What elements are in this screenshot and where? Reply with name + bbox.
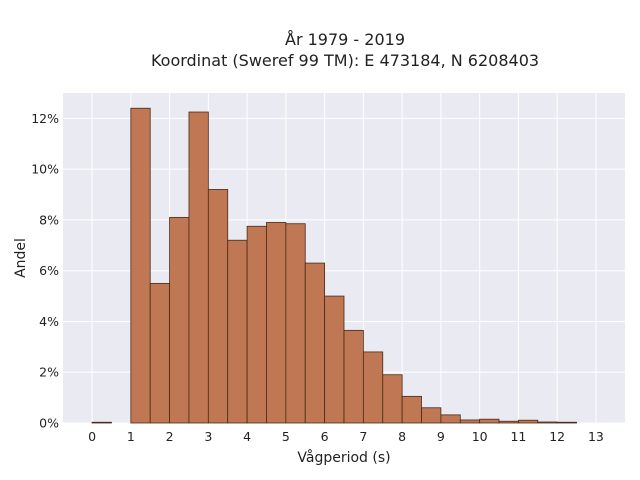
x-tick-label: 13 [588, 429, 604, 444]
histogram-bar [304, 262, 326, 424]
histogram-bar [459, 419, 481, 424]
x-tick-label: 6 [321, 429, 329, 444]
histogram-bar [343, 329, 364, 424]
y-tick-label: 0% [39, 416, 59, 431]
y-axis-ticks: 0% 2% 4% 6% 8% 10% 12% [31, 111, 59, 431]
x-tick-label: 1 [127, 429, 135, 444]
x-tick-label: 2 [166, 429, 174, 444]
y-tick-label: 8% [39, 212, 59, 227]
x-tick-label: 10 [472, 429, 488, 444]
y-tick-label: 6% [39, 263, 59, 278]
y-tick-label: 2% [39, 365, 59, 380]
histogram-bar [479, 418, 500, 424]
y-axis-label: Andel [13, 238, 29, 278]
histogram-bar [382, 374, 403, 424]
histogram-bar [91, 421, 112, 424]
x-tick-label: 0 [88, 429, 96, 444]
histogram-bar [518, 419, 539, 424]
histogram-bar [556, 421, 577, 424]
x-tick-label: 8 [398, 429, 406, 444]
histogram-bar [246, 225, 267, 424]
x-tick-label: 7 [359, 429, 367, 444]
histogram-bar [362, 351, 384, 424]
x-tick-label: 4 [243, 429, 251, 444]
x-tick-label: 3 [204, 429, 212, 444]
y-tick-label: 4% [39, 314, 59, 329]
histogram-bar [401, 395, 422, 424]
x-axis-ticks: 0 1 2 3 4 5 6 7 8 9 10 11 12 13 [88, 429, 604, 444]
chart-title-line-2: Koordinat (Sweref 99 TM): E 473184, N 62… [151, 51, 539, 70]
x-tick-label: 12 [549, 429, 565, 444]
histogram-bar [285, 223, 306, 424]
histogram-bar [266, 222, 287, 424]
histogram-bar [169, 216, 190, 424]
histogram-bar [149, 282, 170, 424]
x-tick-label: 9 [437, 429, 445, 444]
x-tick-label: 5 [282, 429, 290, 444]
histogram-bar [324, 295, 345, 424]
histogram-bar [421, 407, 442, 424]
histogram-bar [537, 421, 558, 424]
chart-title-line-1: År 1979 - 2019 [285, 30, 405, 49]
histogram-bars [91, 107, 577, 424]
histogram-bar [188, 111, 209, 424]
histogram-bar [498, 420, 519, 424]
histogram-bar [440, 414, 461, 424]
x-tick-label: 11 [510, 429, 526, 444]
x-axis-label: Vågperiod (s) [297, 449, 390, 466]
y-tick-label: 10% [31, 162, 59, 177]
histogram-bar [207, 189, 229, 424]
y-tick-label: 12% [31, 111, 59, 126]
histogram-bar [130, 107, 151, 424]
histogram-bar [227, 239, 248, 424]
